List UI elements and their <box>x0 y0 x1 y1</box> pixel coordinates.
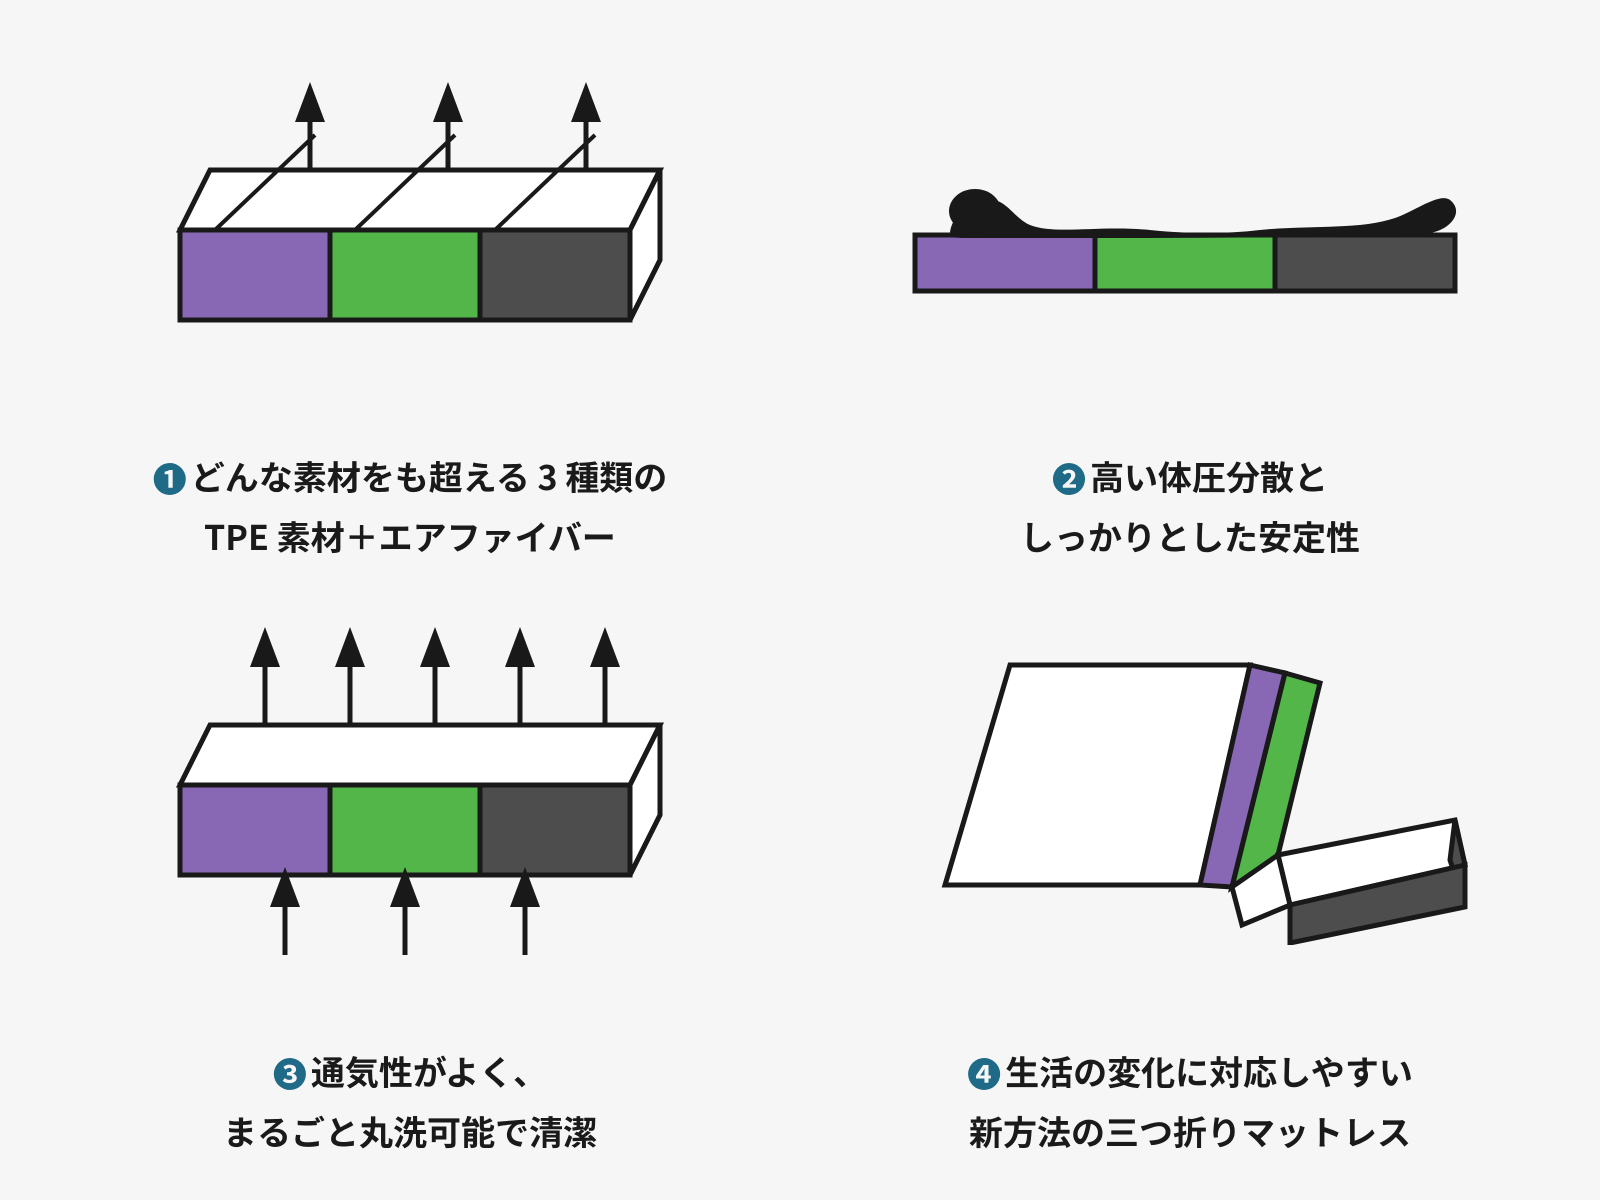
section-green-3 <box>330 785 480 875</box>
panel-4-figure <box>820 605 1560 965</box>
panel-1-caption: ❶どんな素材をも超える 3 種類の TPE 素材＋エアファイバー <box>153 389 667 564</box>
section-purple-1 <box>180 230 330 320</box>
head-icon <box>949 189 1001 233</box>
panel-1-text: どんな素材をも超える 3 種類の TPE 素材＋エアファイバー <box>191 451 667 560</box>
mattress-top-3 <box>180 725 660 785</box>
panel-2-caption: ❷高い体圧分散と しっかりとした安定性 <box>1020 389 1360 564</box>
panel-2: ❷高い体圧分散と しっかりとした安定性 <box>820 60 1560 565</box>
section-gray-1 <box>480 230 630 320</box>
badge-4: ❹ <box>967 1044 1001 1102</box>
panel-3-figure <box>40 605 780 965</box>
panel-2-svg <box>890 80 1490 350</box>
section-gray-2 <box>1275 235 1455 291</box>
section-gray-3 <box>480 785 630 875</box>
panel-1-svg <box>150 80 670 350</box>
section-purple-3 <box>180 785 330 875</box>
section-green-2 <box>1095 235 1275 291</box>
panel-4: ❹生活の変化に対応しやすい 新方法の三つ折りマットレス <box>820 605 1560 1160</box>
panel-3: ❸通気性がよく、 まるごと丸洗可能で清潔 <box>40 605 780 1160</box>
badge-2: ❷ <box>1052 449 1086 507</box>
infographic-grid: ❶どんな素材をも超える 3 種類の TPE 素材＋エアファイバー ❷高い体圧分散… <box>0 0 1600 1200</box>
panel-4-text: 生活の変化に対応しやすい 新方法の三つ折りマットレス <box>969 1046 1413 1155</box>
panel-2-figure <box>820 60 1560 369</box>
fold-back-panel <box>945 665 1250 885</box>
section-green-1 <box>330 230 480 320</box>
panel-3-svg <box>150 605 670 965</box>
badge-1: ❶ <box>153 449 187 507</box>
panel-1: ❶どんな素材をも超える 3 種類の TPE 素材＋エアファイバー <box>40 60 780 565</box>
section-purple-2 <box>915 235 1095 291</box>
body-silhouette-icon <box>950 198 1456 238</box>
panel-3-caption: ❸通気性がよく、 まるごと丸洗可能で清潔 <box>223 985 597 1160</box>
panel-4-svg <box>890 625 1490 945</box>
panel-1-figure <box>40 60 780 369</box>
badge-3: ❸ <box>273 1044 307 1102</box>
mattress-top-1 <box>180 170 660 230</box>
panel-4-caption: ❹生活の変化に対応しやすい 新方法の三つ折りマットレス <box>967 985 1413 1160</box>
